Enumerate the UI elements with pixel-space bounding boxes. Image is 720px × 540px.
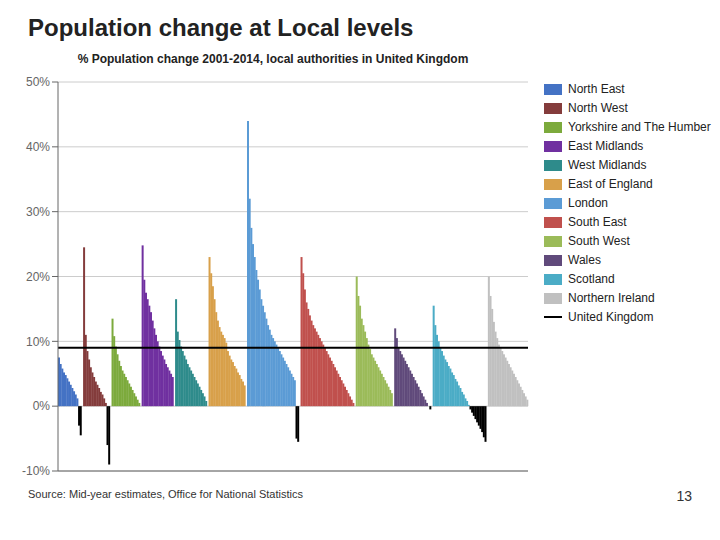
html-text:London: London — [568, 196, 608, 210]
html-text:East of England: East of England — [568, 177, 653, 191]
html-text:South East: South East — [568, 215, 627, 229]
svg-text:0%: 0% — [33, 399, 51, 413]
svg-text:-10%: -10% — [22, 464, 50, 478]
html-text:Population change at Local lev: Population change at Local levels — [28, 14, 414, 41]
html-text:West Midlands: West Midlands — [568, 158, 647, 172]
html-text:Yorkshire and The Humber: Yorkshire and The Humber — [568, 120, 711, 134]
svg-text:40%: 40% — [26, 140, 50, 154]
html-text:Source: Mid-year estimates, Of: Source: Mid-year estimates, Office for N… — [28, 488, 303, 500]
html-text:North East: North East — [568, 82, 625, 96]
html-text:United Kingdom: United Kingdom — [568, 310, 654, 324]
svg-text:10%: 10% — [26, 335, 50, 349]
svg-text:30%: 30% — [26, 205, 50, 219]
html-text:13: 13 — [676, 488, 692, 504]
html-text:Scotland: Scotland — [568, 272, 615, 286]
html-text:% Population change 2001-2014,: % Population change 2001-2014, local aut… — [77, 52, 469, 66]
html-text:Wales: Wales — [568, 253, 601, 267]
html-text:East Midlands: East Midlands — [568, 139, 644, 153]
svg-text:20%: 20% — [26, 270, 50, 284]
html-text:South West: South West — [568, 234, 630, 248]
svg-text:50%: 50% — [26, 75, 50, 89]
html-text:North West: North West — [568, 101, 628, 115]
html-text:Northern Ireland: Northern Ireland — [568, 291, 655, 305]
